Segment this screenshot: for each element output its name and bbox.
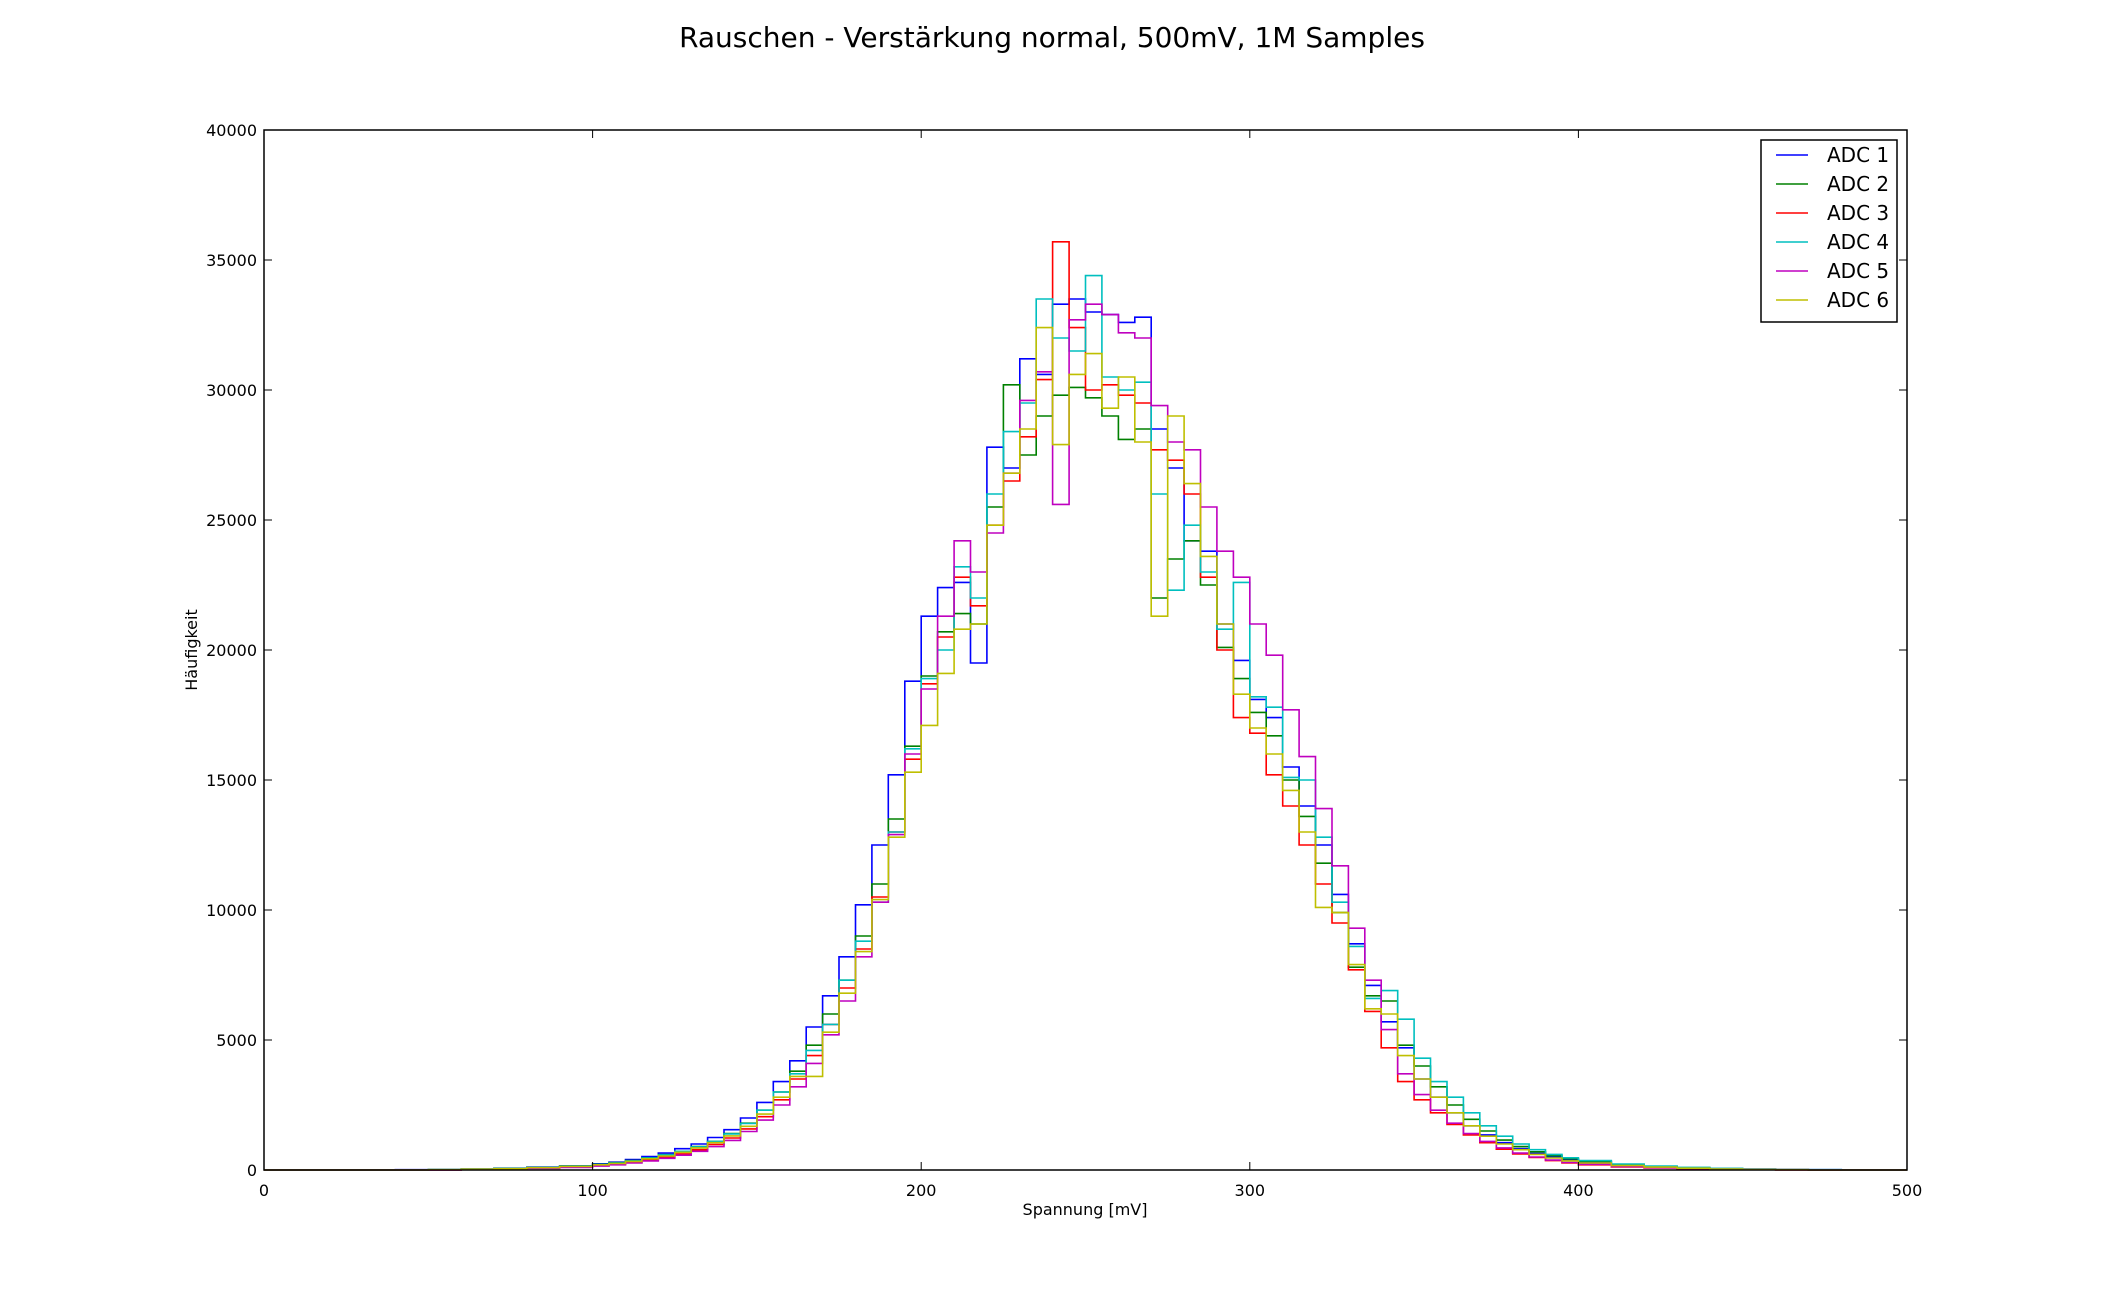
y-axis-label: Häufigkeit bbox=[182, 609, 201, 690]
x-tick-label: 400 bbox=[1563, 1181, 1594, 1200]
legend-label-adc-3: ADC 3 bbox=[1827, 201, 1889, 225]
legend-label-adc-2: ADC 2 bbox=[1827, 172, 1889, 196]
y-tick-label: 5000 bbox=[216, 1031, 257, 1050]
x-axis-label: Spannung [mV] bbox=[1023, 1200, 1148, 1219]
series-line-adc-1 bbox=[264, 298, 1907, 1171]
series-line-adc-6 bbox=[264, 326, 1907, 1171]
legend-label-adc-1: ADC 1 bbox=[1827, 143, 1889, 167]
chart-title: Rauschen - Verstärkung normal, 500mV, 1M… bbox=[679, 21, 1425, 54]
x-tick-label: 200 bbox=[906, 1181, 937, 1200]
series-layer bbox=[264, 241, 1907, 1171]
y-tick-label: 30000 bbox=[206, 381, 257, 400]
x-tick-label: 0 bbox=[259, 1181, 269, 1200]
y-tick-label: 15000 bbox=[206, 771, 257, 790]
legend-box bbox=[1760, 139, 1898, 323]
legend-label-adc-4: ADC 4 bbox=[1827, 230, 1889, 254]
legend: ADC 1 ADC 2 ADC 3 ADC 4 ADC 5 ADC 6 bbox=[1760, 139, 1898, 323]
y-tick-label: 20000 bbox=[206, 641, 257, 660]
x-tick-label: 100 bbox=[577, 1181, 608, 1200]
y-tick-label: 25000 bbox=[206, 511, 257, 530]
series-line-adc-5 bbox=[264, 303, 1907, 1171]
series-line-adc-3 bbox=[264, 241, 1907, 1171]
x-tick-label: 500 bbox=[1892, 1181, 1923, 1200]
x-tick-label: 300 bbox=[1235, 1181, 1266, 1200]
y-tick-label: 40000 bbox=[206, 121, 257, 140]
y-tick-label: 35000 bbox=[206, 251, 257, 270]
legend-label-adc-5: ADC 5 bbox=[1827, 259, 1889, 283]
ticks-layer: 0 100 200 300 400 500050001000015000200002500… bbox=[206, 121, 1922, 1200]
y-tick-label: 10000 bbox=[206, 901, 257, 920]
legend-label-adc-6: ADC 6 bbox=[1827, 288, 1889, 312]
y-tick-label: 0 bbox=[247, 1161, 257, 1180]
